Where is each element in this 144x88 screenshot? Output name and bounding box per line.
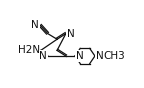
Text: N: N — [76, 51, 84, 61]
Text: CH3: CH3 — [104, 51, 125, 61]
Text: N: N — [39, 51, 47, 61]
Text: N: N — [31, 20, 39, 30]
Text: H2N: H2N — [18, 45, 40, 55]
Text: N: N — [96, 51, 104, 61]
Text: N: N — [67, 29, 74, 39]
